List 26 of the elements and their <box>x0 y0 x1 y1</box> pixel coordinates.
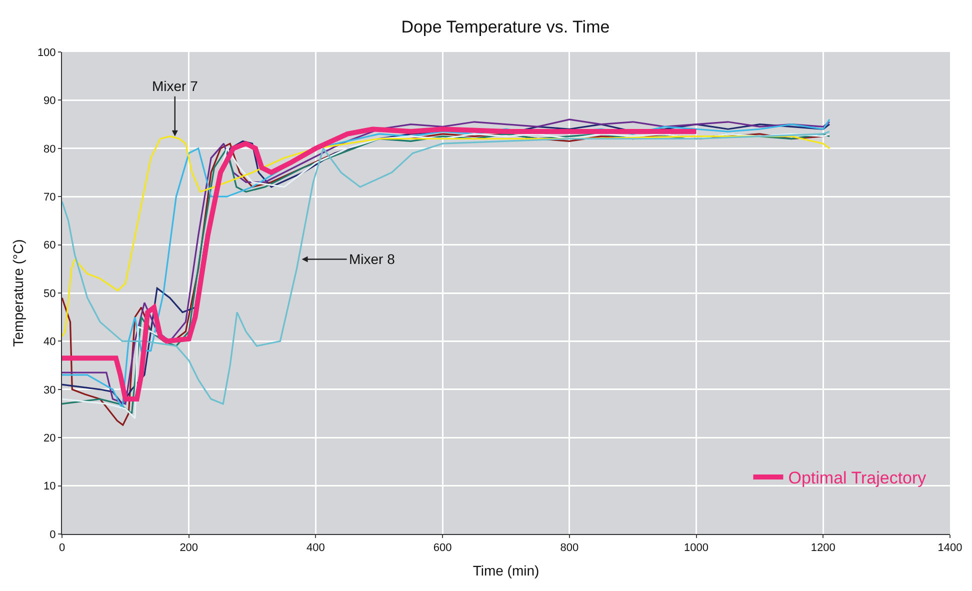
x-tick-label: 600 <box>433 542 452 554</box>
x-tick-label: 800 <box>560 542 579 554</box>
chart-title: Dope Temperature vs. Time <box>401 18 610 37</box>
x-tick-label: 1400 <box>938 542 962 554</box>
line-series <box>62 136 830 338</box>
y-tick-label: 20 <box>44 432 56 444</box>
x-tick-label: 1000 <box>684 542 709 554</box>
y-tick-label: 0 <box>50 528 56 541</box>
y-tick-label: 70 <box>44 191 56 204</box>
y-tick-label: 10 <box>44 480 56 493</box>
y-tick-label: 50 <box>44 288 56 300</box>
y-axis-title: Temperature (°C) <box>10 239 26 347</box>
y-tick-label: 100 <box>37 46 56 59</box>
y-tick-label: 60 <box>44 240 56 252</box>
y-tick-label: 90 <box>44 95 56 108</box>
x-axis-title: Time (min) <box>472 562 540 578</box>
annotation: Mixer 7 <box>152 78 198 94</box>
x-tick-label: 1200 <box>810 542 836 554</box>
x-tick-label: 0 <box>58 542 66 554</box>
y-tick-label: 80 <box>44 143 56 156</box>
y-tick-label: 40 <box>44 336 56 348</box>
x-tick-label: 200 <box>180 542 198 554</box>
annotation: Mixer 8 <box>349 251 396 267</box>
legend-label: Optimal Trajectory <box>788 468 927 488</box>
y-tick-label: 30 <box>44 384 56 396</box>
x-tick-label: 400 <box>306 542 325 554</box>
